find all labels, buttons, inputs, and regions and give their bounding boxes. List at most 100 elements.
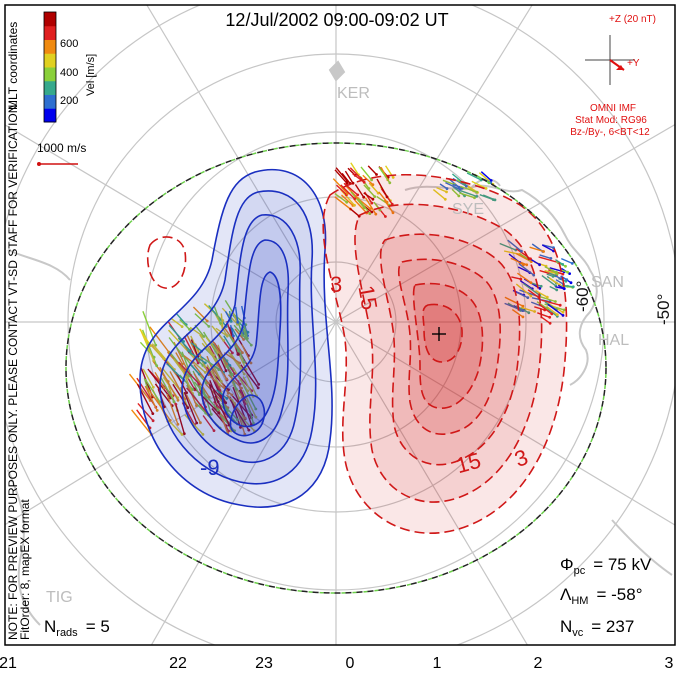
vector-origin [209,413,213,416]
velocity-vector [363,184,376,198]
vector-origin [185,391,189,395]
vector-origin [373,195,377,199]
vector-origin [532,273,536,277]
velocity-colorbar-ticks: 600 400 200 [60,38,78,107]
imf-condition: Bz-/By-, 6<BT<12 [570,127,650,138]
vector-origin [249,343,253,347]
velocity-vector [219,414,236,432]
velocity-vector [144,338,165,360]
vector-origin [176,422,180,426]
vector-origin [203,361,207,365]
vector-origin [182,340,186,343]
vector-origin [464,184,468,188]
velocity-vector [362,174,374,186]
vector-origin [230,393,234,397]
vector-origin [526,296,530,299]
velocity-vector [168,324,185,342]
velocity-vector [555,261,566,267]
velocity-vector [192,306,208,322]
velocity-vector [341,194,354,207]
velocity-vector [547,303,564,316]
colorbar-segment [44,39,56,54]
velocity-vector [231,327,239,340]
vector-origin [238,382,242,386]
velocity-vector [538,295,556,303]
vel-tick-400: 400 [60,67,78,79]
vector-origin [231,373,234,376]
vector-origin [369,207,372,211]
vector-origin [234,387,238,391]
velocity-vector [205,336,219,353]
lat-label-60: -60° [573,281,592,312]
vector-origin [180,325,184,328]
vector-origin [238,361,242,365]
velocity-vector [241,343,252,364]
vector-origin [242,372,246,376]
velocity-vector [459,192,475,199]
velocity-vector [202,415,215,432]
velocity-vector [223,335,232,348]
vector-origin [219,380,223,383]
velocity-vector [227,374,243,389]
vector-origin [254,407,258,411]
vector-origin [151,412,155,415]
mlt-tick-23: 23 [255,655,273,672]
velocity-vector [432,189,446,200]
vector-origin [241,351,244,355]
lat-label-50: -50° [654,294,673,325]
velocity-vector [368,182,379,194]
vector-origin [539,284,543,288]
velocity-vector [350,191,365,209]
vector-origin [548,321,552,325]
velocity-vector [354,199,368,214]
velocity-vector [214,395,230,426]
velocity-vector [354,195,371,210]
velocity-vector [149,326,170,353]
velocity-vector [215,362,228,380]
imf-labels: +Z (20 nT) +Y OMNI IMF Stat Mod: RG96 Bz… [570,14,656,138]
mlt-tick-2: 2 [534,655,543,672]
velocity-vector [206,364,220,385]
vector-origin [491,198,495,202]
velocity-vector [547,267,558,275]
velocity-vector [332,178,348,194]
velocity-vector [546,307,558,317]
vector-origin [562,308,566,312]
mlt-tick-3: 3 [665,655,674,672]
station-labels: KER SYE SAN HAL TIG [46,85,629,606]
velocity-vector [350,162,360,176]
velocity-vector [527,289,540,299]
velocity-vector [334,196,351,210]
vector-origin [356,193,360,197]
contour-label-neg: -9 [200,455,220,480]
vector-origin [371,197,375,201]
vector-origin [538,263,541,267]
vector-origin [256,386,260,390]
colorbar-segment [44,108,56,123]
potential-max-marker [432,327,446,341]
velocity-vector [518,263,535,276]
map-title: 12/Jul/2002 09:00-09:02 UT [225,10,448,30]
lambda-hm-stat: ΛHM = -58° [560,585,643,607]
vector-origin [445,190,448,194]
colorbar-segment [44,94,56,109]
velocity-vector [179,319,190,330]
reference-vector-label: 1000 m/s [37,141,86,155]
vector-origin [224,369,228,373]
vector-origin [385,195,389,199]
velocity-vector [193,381,219,411]
vector-origin [240,386,243,390]
vel-tick-600: 600 [60,38,78,50]
velocity-vector [360,166,373,181]
vector-origin [174,403,178,406]
vector-origin [555,288,559,292]
velocity-vector [336,184,347,196]
velocity-vector [349,167,362,179]
vector-origin [525,263,529,267]
velocity-vector [184,414,204,435]
vector-origin [443,197,447,201]
mlt-axis: 21 22 23 0 1 2 3 [0,655,674,672]
velocity-vector [541,299,561,306]
velocity-vector [452,183,463,189]
velocity-vector [344,170,354,184]
